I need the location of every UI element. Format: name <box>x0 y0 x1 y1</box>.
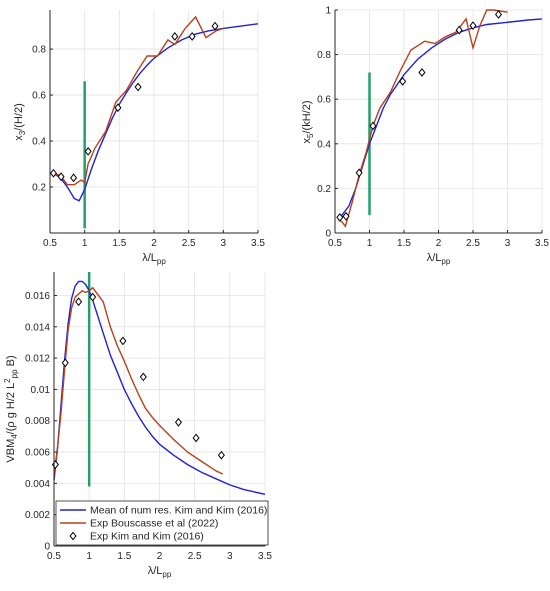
y-tick-label: 0.006 <box>25 448 50 459</box>
y-axis-label: VBM4/(ρ g H/2 L2pp B) <box>3 355 19 462</box>
series-line-bouscasse <box>53 15 224 186</box>
x-tick-label: 3.5 <box>258 551 272 562</box>
series-line-bouscasse <box>338 9 508 228</box>
data-marker <box>211 21 219 31</box>
data-marker <box>174 417 183 427</box>
y-tick-label: 0.014 <box>25 322 50 333</box>
y-tick-label: 0.012 <box>25 354 50 365</box>
y-tick-label: 0.2 <box>32 183 46 194</box>
y-tick-label: 0.002 <box>25 510 50 521</box>
series-line-mean <box>53 23 259 202</box>
data-marker <box>418 68 426 77</box>
data-marker <box>217 450 225 460</box>
chart-3: 0.5 1 1.5 2 2.5 3 3.5 0 0.002 0.004 0.006 0.008 0.01… <box>3 272 272 579</box>
data-marker <box>114 103 122 113</box>
y-tick-label: 0.016 <box>25 291 50 302</box>
x-axis-label: λ/Lpp <box>148 565 172 579</box>
data-marker <box>192 433 200 443</box>
data-marker <box>61 358 69 368</box>
y-tick-label: 0.6 <box>32 91 46 102</box>
x-tick-label: 2.5 <box>182 238 196 249</box>
y-tick-label: 0 <box>44 542 50 553</box>
x-tick-label: 1.5 <box>397 238 411 249</box>
data-marker <box>139 372 147 382</box>
y-tick-label: 0.004 <box>25 479 50 490</box>
x-axis-label: λ/Lpp <box>142 252 166 266</box>
x-tick-label: 3 <box>221 238 227 249</box>
x-tick-label: 1 <box>82 238 88 249</box>
y-tick-label: 0.2 <box>317 184 331 195</box>
y-axis-label: x3/(H/2) <box>13 103 27 140</box>
data-marker <box>455 25 463 35</box>
x-tick-label: 3.5 <box>535 238 549 249</box>
data-marker <box>469 21 477 31</box>
data-marker <box>134 82 142 92</box>
data-marker <box>51 460 59 469</box>
legend-label-kim: Exp Kim and Kim (2016) <box>90 531 204 543</box>
legend-label-bouscasse: Exp Bouscasse et al (2022) <box>90 518 218 530</box>
chart-2: 0.5 1 1.5 2 2.5 3 3.5 0 0.2 0.4 0.6 0.8 1 λ/Lpp x5/(kH… <box>301 6 549 267</box>
y-axis-label: x5/(kH/2) <box>301 101 315 144</box>
legend-swatch-marker <box>69 531 77 541</box>
data-marker <box>495 10 503 19</box>
x-tick-label: 3.5 <box>251 238 265 249</box>
x-tick-label: 2 <box>151 238 157 249</box>
chart-1: 0.5 1 1.5 2 2.5 3 3.5 0.2 0.4 0.6 0.8 λ/Lpp x3/(H/2) <box>13 10 265 266</box>
x-tick-label: 3 <box>505 238 511 249</box>
data-marker <box>399 76 407 86</box>
x-tick-label: 2.5 <box>188 551 202 562</box>
x-tick-label: 1.5 <box>117 551 131 562</box>
y-tick-label: 0 <box>325 229 331 240</box>
data-marker <box>188 32 196 41</box>
data-marker <box>89 292 97 302</box>
x-tick-label: 3 <box>227 551 233 562</box>
data-marker <box>84 146 92 156</box>
legend: Mean of num res. Kim and Kim (2016)Exp B… <box>55 500 269 546</box>
x-tick-label: 1 <box>86 551 92 562</box>
y-tick-label: 1 <box>325 6 331 17</box>
data-marker <box>57 172 65 182</box>
data-marker <box>119 336 127 346</box>
y-tick-label: 0.4 <box>317 139 331 150</box>
x-tick-label: 2 <box>436 238 442 249</box>
y-tick-label: 0.008 <box>25 416 50 427</box>
legend-box <box>55 500 269 546</box>
series-line-bouscasse <box>53 286 224 476</box>
data-marker <box>355 168 363 178</box>
y-tick-label: 0.01 <box>31 385 51 396</box>
x-tick-label: 1.5 <box>112 238 126 249</box>
series-line-mean <box>53 280 266 495</box>
data-marker <box>171 32 179 41</box>
data-marker <box>49 168 57 178</box>
data-marker <box>369 121 377 131</box>
y-tick-label: 0.8 <box>32 45 46 56</box>
y-tick-label: 0.8 <box>317 50 331 61</box>
x-axis-label: λ/Lpp <box>427 252 451 266</box>
data-marker <box>342 211 350 221</box>
x-tick-label: 2 <box>157 551 163 562</box>
y-tick-label: 0.4 <box>32 137 46 148</box>
x-tick-label: 2.5 <box>466 238 480 249</box>
legend-label-mean: Mean of num res. Kim and Kim (2016) <box>90 505 267 517</box>
x-tick-label: 0.5 <box>328 238 342 249</box>
x-tick-label: 0.5 <box>43 238 57 249</box>
data-marker <box>75 297 83 307</box>
data-marker <box>70 173 78 183</box>
data-marker <box>336 212 344 222</box>
y-tick-label: 0.6 <box>317 95 331 106</box>
x-tick-label: 1 <box>367 238 373 249</box>
x-tick-label: 0.5 <box>47 551 61 562</box>
